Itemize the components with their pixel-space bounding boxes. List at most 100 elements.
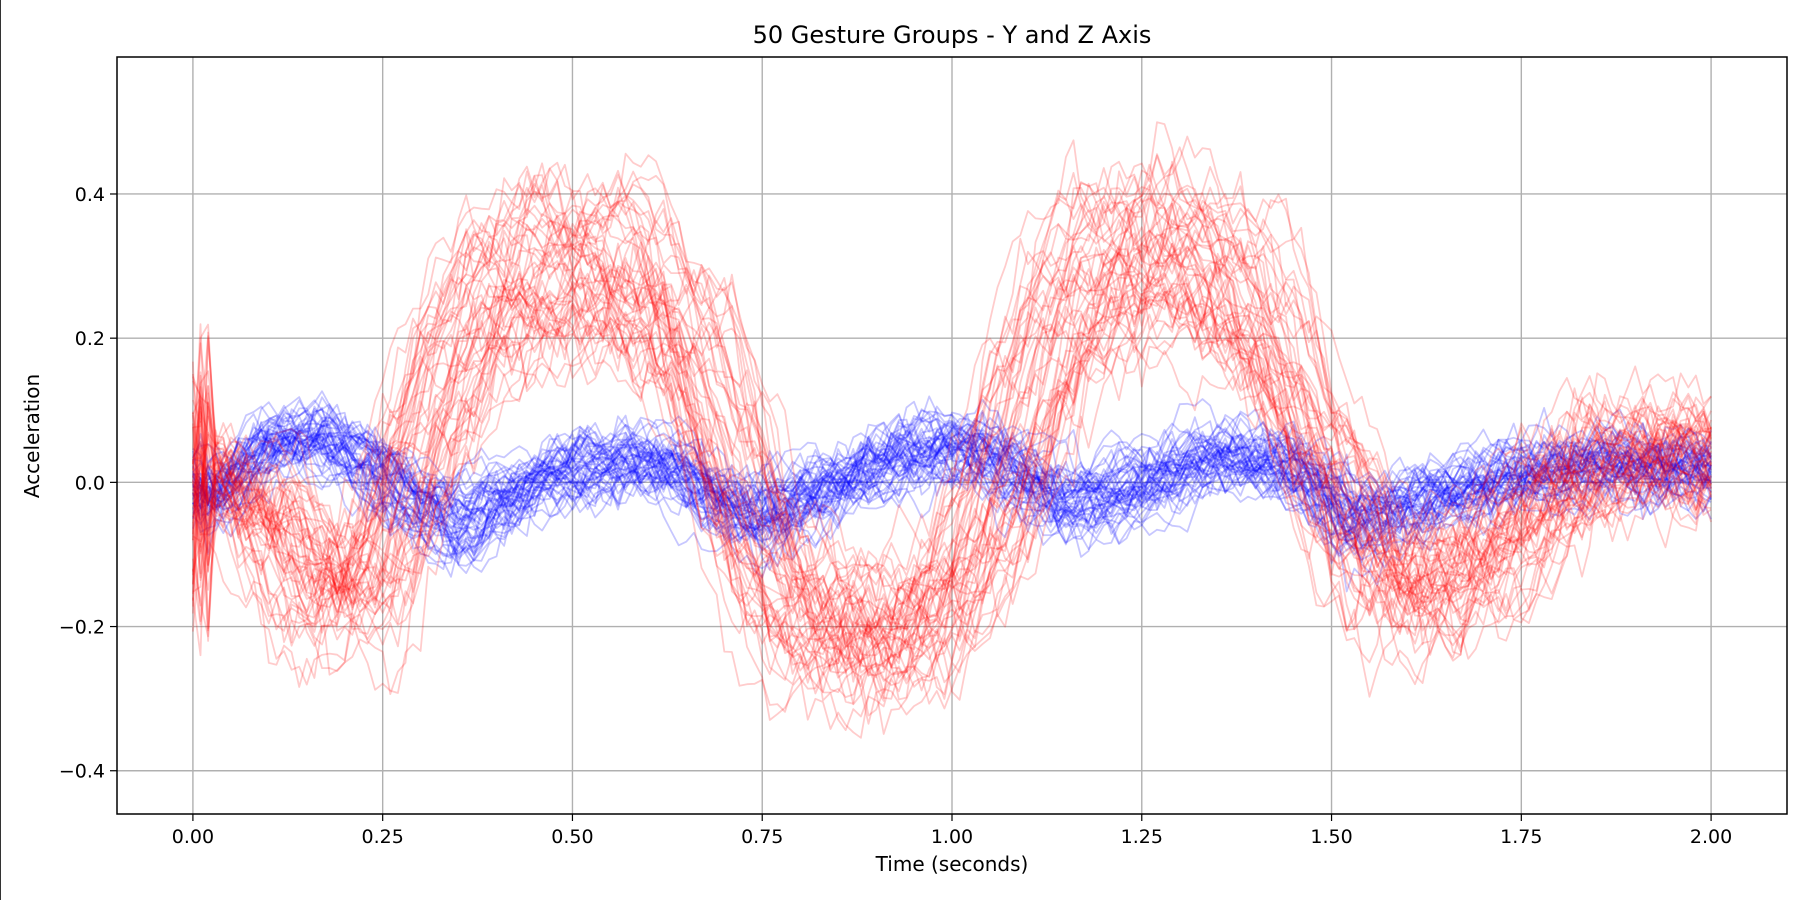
z-axis-series-line bbox=[192, 205, 1712, 686]
z-axis-series-line bbox=[192, 268, 1712, 653]
y-axis-series-line bbox=[192, 403, 1712, 593]
y-axis-series-line bbox=[192, 422, 1712, 544]
x-tick-label: 1.25 bbox=[1121, 826, 1163, 848]
y-axis-series-line bbox=[192, 413, 1712, 530]
y-axis-series-line bbox=[192, 401, 1712, 562]
z-axis-series-line bbox=[192, 184, 1712, 717]
grid bbox=[117, 57, 1787, 814]
y-axis-series-line bbox=[192, 405, 1712, 546]
y-axis-series-line bbox=[192, 403, 1712, 570]
z-axis-series-line bbox=[192, 243, 1712, 650]
y-tick-label: 0.4 bbox=[75, 184, 105, 206]
y-axis-series-line bbox=[192, 424, 1712, 543]
y-axis-series-line bbox=[192, 395, 1712, 543]
y-axis-series-line bbox=[192, 429, 1712, 578]
y-axis-series-line bbox=[192, 427, 1712, 535]
z-axis-series-line bbox=[192, 121, 1712, 702]
y-axis-series-line bbox=[192, 420, 1712, 578]
y-tick-label: −0.2 bbox=[59, 617, 105, 639]
z-axis-series-line bbox=[192, 277, 1712, 672]
y-axis-series-line bbox=[192, 414, 1712, 544]
y-axis-series-line bbox=[192, 396, 1712, 549]
y-tick-label: 0.0 bbox=[75, 472, 105, 494]
y-axis-series-line bbox=[192, 417, 1712, 530]
z-axis-series-line bbox=[192, 167, 1712, 698]
y-axis-series-line bbox=[192, 408, 1712, 587]
series-layer bbox=[192, 121, 1712, 739]
y-axis-series-line bbox=[192, 429, 1712, 570]
y-axis-series-line bbox=[192, 398, 1712, 567]
z-axis-series-line bbox=[192, 190, 1712, 629]
z-axis-series-line bbox=[192, 174, 1712, 674]
x-tick-label: 0.50 bbox=[551, 826, 593, 848]
x-tick-label: 0.75 bbox=[741, 826, 783, 848]
y-axis-series-line bbox=[192, 433, 1712, 540]
z-axis-series-line bbox=[192, 202, 1712, 684]
y-axis-series-line bbox=[192, 423, 1712, 559]
y-axis-series-line bbox=[192, 414, 1712, 540]
z-axis-series-line bbox=[192, 184, 1712, 706]
y-axis-series-line bbox=[192, 429, 1712, 540]
y-tick-label: −0.4 bbox=[59, 761, 105, 783]
z-axis-series-line bbox=[192, 146, 1712, 739]
y-axis-series-line bbox=[192, 416, 1712, 528]
x-tick-label: 1.50 bbox=[1310, 826, 1352, 848]
z-axis-series-line bbox=[192, 154, 1712, 693]
y-axis-series-line bbox=[192, 420, 1712, 551]
z-axis-series-line bbox=[192, 283, 1712, 649]
z-axis-series-line bbox=[192, 250, 1712, 660]
y-axis-series-line bbox=[192, 419, 1712, 551]
y-axis-series-line bbox=[192, 411, 1712, 558]
z-axis-series-line bbox=[192, 280, 1712, 660]
z-axis-series-line bbox=[192, 135, 1712, 678]
y-axis-series-line bbox=[192, 416, 1712, 556]
y-axis-series-line bbox=[192, 424, 1712, 532]
z-axis-series-line bbox=[192, 222, 1712, 676]
z-axis-series-line bbox=[192, 226, 1712, 705]
y-axis-series-line bbox=[192, 390, 1712, 540]
z-axis-series-line bbox=[192, 214, 1712, 634]
y-axis-series-line bbox=[192, 404, 1712, 571]
z-axis-series-line bbox=[192, 224, 1712, 646]
z-axis-series-line bbox=[192, 160, 1712, 685]
y-axis-series-line bbox=[192, 411, 1712, 547]
y-axis-series-line bbox=[192, 426, 1712, 543]
z-axis-series-line bbox=[192, 187, 1712, 646]
y-axis-series-line bbox=[192, 399, 1712, 542]
z-axis-series-line bbox=[192, 255, 1712, 624]
y-axis-series-line bbox=[192, 408, 1712, 574]
z-axis-series-line bbox=[192, 239, 1712, 676]
y-axis-series-line bbox=[192, 431, 1712, 545]
z-axis-series-line bbox=[192, 258, 1712, 614]
z-axis-series-line bbox=[192, 262, 1712, 615]
y-axis-series-line bbox=[192, 396, 1712, 546]
y-axis-series-line bbox=[192, 415, 1712, 532]
z-axis-series-line bbox=[192, 232, 1712, 665]
z-axis-series-line bbox=[192, 291, 1712, 612]
y-axis-label: Acceleration bbox=[20, 374, 44, 498]
z-axis-series-line bbox=[192, 139, 1712, 721]
y-axis: −0.4 −0.2 0.0 0.2 0.4 bbox=[59, 184, 117, 783]
z-axis-series-line bbox=[192, 230, 1712, 679]
y-axis-series-line bbox=[192, 408, 1712, 569]
y-axis-series-line bbox=[192, 421, 1712, 536]
x-tick-label: 1.00 bbox=[931, 826, 973, 848]
z-axis-series-line bbox=[192, 162, 1712, 725]
z-axis-series-line bbox=[192, 244, 1712, 676]
z-axis-series-line bbox=[192, 205, 1712, 701]
y-axis-series-line bbox=[192, 410, 1712, 552]
x-tick-label: 0.25 bbox=[362, 826, 404, 848]
z-axis-series-line bbox=[192, 281, 1712, 582]
z-axis-series-line bbox=[192, 164, 1712, 673]
z-axis-series-line bbox=[192, 170, 1712, 731]
z-axis-series-line bbox=[192, 160, 1712, 700]
z-axis-series-line bbox=[192, 170, 1712, 710]
left-border bbox=[0, 0, 1, 900]
y-axis-series-line bbox=[192, 431, 1712, 560]
y-axis-series-line bbox=[192, 415, 1712, 531]
y-axis-series-line bbox=[192, 407, 1712, 553]
x-axis-label: Time (seconds) bbox=[875, 852, 1029, 876]
x-tick-label: 2.00 bbox=[1690, 826, 1732, 848]
